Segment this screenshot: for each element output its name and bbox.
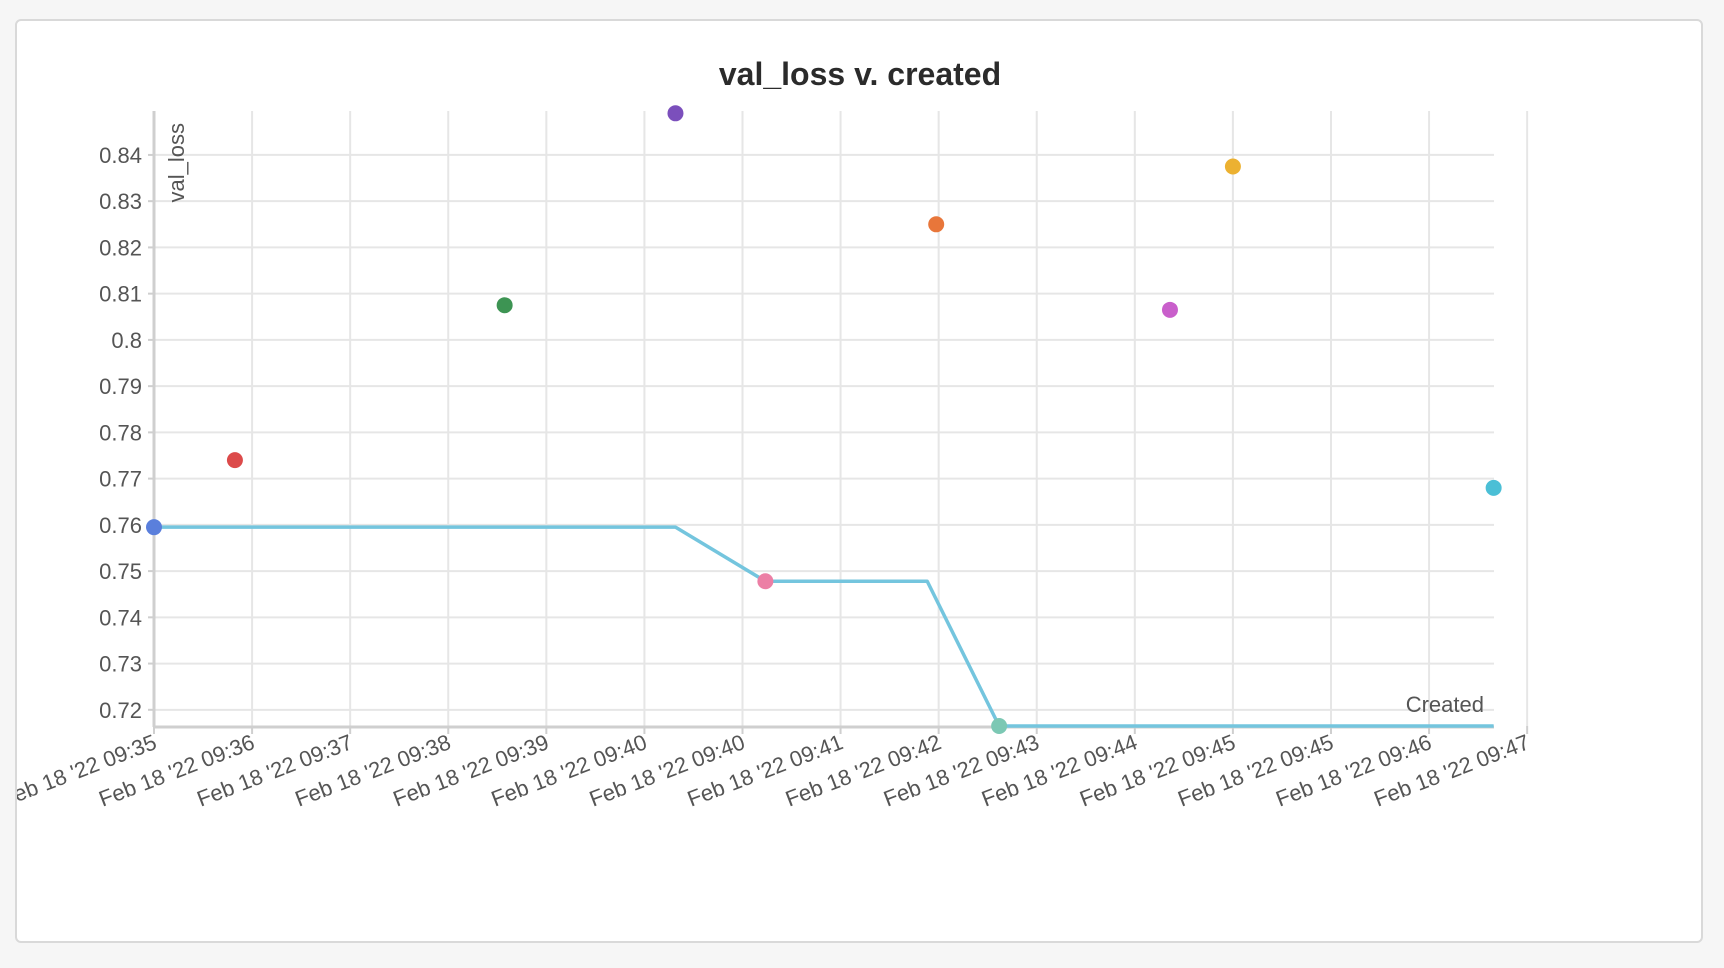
y-tick-label: 0.77 <box>99 467 142 492</box>
data-point[interactable] <box>146 519 162 536</box>
y-tick-label: 0.78 <box>99 420 142 445</box>
y-tick-label: 0.84 <box>99 143 142 168</box>
data-point[interactable] <box>226 452 243 469</box>
data-point[interactable] <box>1161 301 1178 318</box>
scatter-chart[interactable]: 0.72 0.73 0.74 0.75 0.76 0.77 0.78 0.79 0.8 0.81 0… <box>17 21 1705 945</box>
data-point[interactable] <box>496 297 513 314</box>
y-tick-label: 0.74 <box>99 605 142 630</box>
data-point[interactable] <box>928 216 945 233</box>
chart-title: val_loss v. created <box>719 56 1001 92</box>
y-tick-label: 0.75 <box>99 559 142 584</box>
y-tick-label: 0.76 <box>99 513 142 538</box>
chart-panel: 0.72 0.73 0.74 0.75 0.76 0.77 0.78 0.79 0.8 0.81 0… <box>15 19 1703 943</box>
y-tick-label: 0.83 <box>99 189 142 214</box>
y-tick-labels: 0.72 0.73 0.74 0.75 0.76 0.77 0.78 0.79 0.8 0.81 0… <box>99 143 142 723</box>
axes <box>148 111 1529 734</box>
data-point[interactable] <box>667 105 684 122</box>
x-axis-label: Created <box>1406 692 1484 717</box>
data-points <box>146 105 1502 734</box>
grid <box>153 111 1529 726</box>
y-tick-label: 0.72 <box>99 698 142 723</box>
y-tick-label: 0.82 <box>99 235 142 260</box>
data-point[interactable] <box>991 718 1008 734</box>
y-tick-label: 0.79 <box>99 374 142 399</box>
y-tick-label: 0.73 <box>99 652 142 677</box>
y-tick-label: 0.81 <box>99 282 142 307</box>
data-point[interactable] <box>1485 479 1502 496</box>
best-value-line <box>154 525 1494 728</box>
x-tick-label: Feb 18 '22 09:35 <box>17 729 160 811</box>
data-point[interactable] <box>757 573 774 590</box>
y-tick-label: 0.8 <box>111 328 142 353</box>
best-value-step-line <box>154 525 1494 728</box>
data-point[interactable] <box>1224 158 1241 175</box>
y-axis-label: val_loss <box>164 123 189 202</box>
